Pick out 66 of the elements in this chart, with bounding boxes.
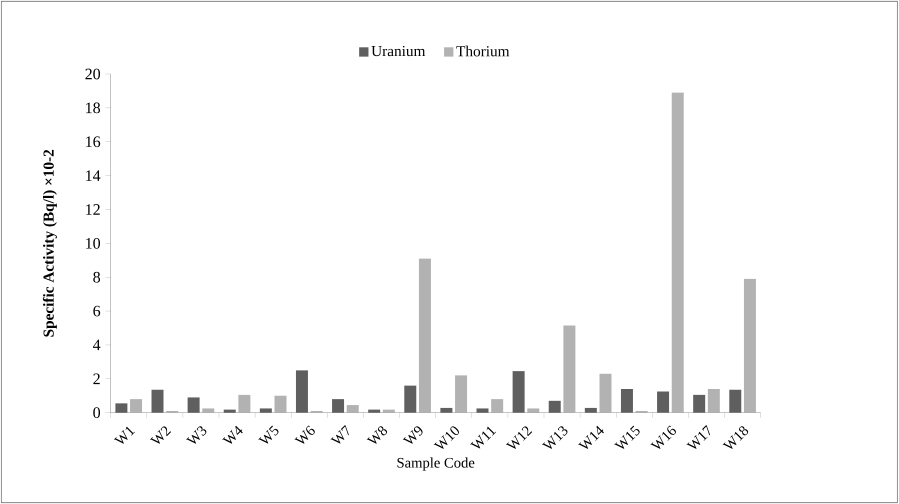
x-tick-label: W2 <box>150 426 172 444</box>
bar <box>274 396 286 413</box>
bar <box>260 408 272 413</box>
bar <box>620 388 633 413</box>
y-tick-label: 16 <box>86 136 100 148</box>
x-tick-label: W5 <box>258 426 278 444</box>
bar <box>224 410 236 413</box>
bar <box>476 408 489 413</box>
x-tick-label: W17 <box>686 425 710 449</box>
bar <box>657 392 670 413</box>
bar <box>672 92 684 413</box>
bar <box>527 408 540 413</box>
y-tick-label: 10 <box>86 238 100 249</box>
bar <box>440 408 452 413</box>
y-tick-label: 6 <box>93 306 100 316</box>
x-tick-label: W8 <box>366 426 388 444</box>
bar <box>563 325 576 413</box>
x-tick-label: W18 <box>722 426 748 449</box>
bar <box>548 400 561 413</box>
y-tick-label: 0 <box>93 407 100 418</box>
bar <box>296 370 308 413</box>
legend-label: Uranium <box>371 46 426 56</box>
x-axis-title: Sample Code <box>397 457 474 471</box>
bar <box>346 405 359 413</box>
x-tick-label: W1 <box>114 426 135 444</box>
bar <box>368 410 380 413</box>
bar <box>418 258 431 413</box>
x-tick-label: W14 <box>578 426 604 449</box>
bar <box>455 375 468 413</box>
bar <box>382 410 395 413</box>
bar <box>188 397 200 413</box>
bar <box>600 374 612 413</box>
y-tick-label: 12 <box>86 204 100 215</box>
x-tick-label: W12 <box>506 426 532 449</box>
bar <box>115 403 128 413</box>
bar <box>202 408 214 413</box>
bar <box>744 278 756 413</box>
x-tick-label: W16 <box>650 426 676 449</box>
y-tick-label: 20 <box>85 68 100 80</box>
bar <box>238 394 250 413</box>
bar <box>512 371 525 413</box>
bar <box>729 390 742 413</box>
bar <box>404 386 416 413</box>
bar <box>693 394 706 413</box>
y-tick-label: 14 <box>86 170 100 181</box>
y-tick-label: 18 <box>86 102 100 114</box>
x-tick-label: W4 <box>222 426 243 444</box>
x-tick-label: W6 <box>294 426 315 444</box>
x-tick-label: W7 <box>330 424 349 444</box>
bar <box>584 408 597 413</box>
bar <box>130 399 142 413</box>
bar <box>491 399 504 413</box>
bar <box>332 399 344 413</box>
x-tick-label: W13 <box>542 426 568 449</box>
bar <box>708 388 720 413</box>
x-tick-label: W11 <box>470 426 496 448</box>
y-tick-label: 8 <box>93 272 100 283</box>
legend-label: Thorium <box>456 46 510 56</box>
x-tick-label: W10 <box>434 426 459 449</box>
y-tick-label: 2 <box>93 374 100 384</box>
x-tick-label: W15 <box>614 426 640 449</box>
bar <box>152 390 164 413</box>
y-tick-label: 4 <box>92 340 100 350</box>
x-tick-label: W9 <box>402 426 423 444</box>
x-tick-label: W3 <box>186 426 206 444</box>
y-axis-title: Specific Activity (Bq/l) ×10-2 <box>42 150 57 337</box>
